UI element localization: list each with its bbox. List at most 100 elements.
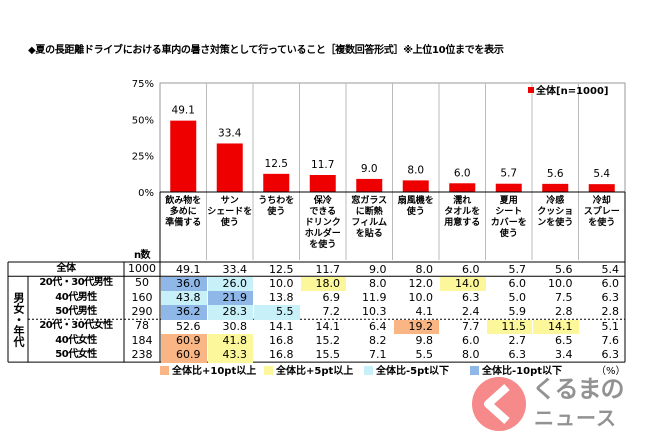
table-cell: 14.1 [315, 319, 341, 333]
table-cell: 49.1 [176, 262, 201, 276]
table-cell: 13.8 [269, 291, 294, 305]
table-cell: 4.1 [415, 305, 434, 319]
table-cell: 6.5 [555, 334, 573, 347]
table-cell: 6.3 [601, 348, 620, 362]
table-cell: 12.0 [408, 276, 434, 290]
table-cell: 5.1 [601, 319, 620, 333]
bar [356, 178, 383, 192]
table-cell: 16.8 [269, 334, 294, 347]
table-cell: 41.8 [207, 334, 253, 349]
table-cell: 2.7 [508, 334, 527, 347]
category-label: 冷感 クッショ ンを使う [537, 196, 574, 228]
category-label: 濡れ タオルを 用意する [444, 196, 481, 228]
y-tick-label: 0% [138, 188, 154, 199]
table-legend-item: 全体比+10pt以上 [160, 362, 256, 377]
table-cell: 5.9 [508, 305, 527, 319]
bar [449, 183, 476, 192]
category-label: サン シェードを 使う [207, 196, 253, 228]
category-label: 窓ガラス に断熱 フィルム を貼る [351, 196, 388, 239]
table-cell: 8.0 [462, 348, 480, 362]
table-cell: 21.9 [207, 291, 253, 306]
table-cell: 8.0 [415, 262, 434, 276]
n-header: n数 [133, 250, 151, 261]
row-label: 50代男性 [55, 305, 97, 317]
unit-label: （%） [596, 366, 626, 377]
table-cell: 6.3 [508, 348, 527, 362]
table-cell: 5.5 [254, 305, 300, 320]
bar-value-label: 49.1 [172, 105, 195, 117]
table-cell: 15.5 [315, 348, 341, 362]
table-cell: 9.0 [369, 262, 387, 276]
legend-label: 全体比+10pt以上 [172, 366, 257, 377]
table-cell: 11.7 [315, 262, 341, 276]
chart-title: ◆夏の長距離ドライブにおける車内の暑さ対策として行っていること［複数回答形式］※… [28, 45, 504, 56]
table-legend-item: 全体比-5pt以下 [364, 362, 449, 377]
table-cell: 33.4 [222, 262, 248, 276]
n-value: 184 [131, 333, 153, 347]
legend-swatch [264, 366, 273, 375]
table-cell: 11.5 [486, 319, 532, 334]
row-label: 20代・30代女性 [39, 320, 113, 332]
table-cell: 5.4 [601, 262, 620, 276]
bar-value-label: 6.0 [454, 167, 471, 179]
bar-value-label: 11.7 [311, 159, 334, 171]
table-cell: 14.0 [440, 276, 486, 292]
category-label: 冷却 スプレー を使う [583, 196, 620, 228]
row-label: 40代女性 [55, 334, 97, 346]
row-label: 20代・30代男性 [39, 277, 113, 289]
table-cell: 7.1 [369, 348, 387, 362]
table-cell: 14.1 [269, 319, 294, 333]
category-label: うちわを 使う [258, 196, 295, 217]
table-cell: 10.0 [548, 276, 573, 290]
bar-value-label: 9.0 [361, 163, 378, 175]
bar [588, 184, 615, 192]
legend-label: 全体比-5pt以下 [376, 366, 450, 377]
table-cell: 52.6 [176, 319, 201, 333]
table-cell: 10.0 [269, 276, 294, 290]
table-cell: 5.5 [415, 348, 434, 362]
table-cell: 9.8 [415, 334, 434, 347]
bar [542, 183, 569, 192]
table-cell: 6.0 [462, 262, 480, 276]
table-cell: 60.9 [161, 334, 207, 349]
legend-swatch [470, 366, 479, 375]
bar [170, 120, 197, 192]
table-cell: 43.8 [161, 291, 207, 306]
category-label: 保冷 できる ドリンク ホルダー を使う [304, 196, 341, 250]
table-cell: 2.8 [601, 305, 620, 319]
bar-value-label: 5.6 [547, 168, 564, 180]
table-cell: 6.3 [601, 291, 620, 305]
table-cell: 6.0 [601, 276, 620, 290]
row-label: 全体 [56, 263, 77, 274]
row-label: 40代男性 [55, 291, 97, 303]
table-cell: 28.3 [207, 305, 253, 320]
table-cell: 6.4 [369, 319, 387, 333]
table-cell: 11.9 [362, 291, 387, 305]
table-cell: 7.6 [601, 334, 620, 347]
y-tick-label: 50% [132, 115, 154, 126]
bar [309, 174, 336, 192]
bar [216, 143, 243, 192]
bar [263, 173, 290, 192]
legend-swatch [528, 87, 534, 93]
table-legend-item: 全体比-10pt以下 [470, 362, 562, 377]
bar-value-label: 33.4 [218, 127, 242, 139]
table-cell: 30.8 [222, 319, 248, 333]
table-cell: 18.0 [300, 276, 346, 292]
y-tick-label: 75% [132, 79, 154, 90]
table-cell: 43.3 [207, 348, 253, 363]
legend-swatch [160, 366, 169, 375]
table-cell: 6.3 [462, 291, 480, 305]
table-cell: 5.6 [555, 262, 573, 276]
table-cell: 3.4 [555, 348, 573, 362]
n-value: 50 [135, 276, 149, 290]
category-label: 飲み物を 多めに 準備する [165, 196, 202, 228]
table-cell: 60.9 [161, 348, 207, 363]
bar-value-label: 5.7 [500, 168, 517, 180]
n-value: 160 [131, 290, 153, 304]
table-cell: 16.8 [269, 348, 294, 362]
table-cell: 8.0 [369, 276, 387, 290]
bar [402, 180, 429, 192]
table-cell: 19.2 [393, 319, 439, 334]
